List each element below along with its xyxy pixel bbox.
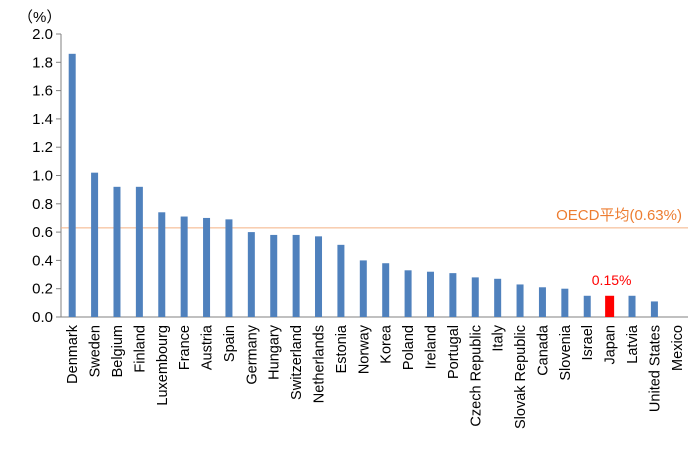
x-category-label: Latvia (625, 324, 641, 364)
bar-poland (404, 270, 412, 317)
bars-group (68, 53, 658, 318)
bar-belgium (113, 186, 121, 317)
x-category-label: Germany (244, 324, 260, 384)
bar-slovenia (561, 288, 569, 317)
x-category-label: United States (647, 325, 663, 412)
bar-canada (538, 287, 546, 317)
x-category-label: Portugal (446, 325, 462, 379)
x-category-label: Netherlands (312, 325, 328, 403)
bar-korea (382, 263, 390, 317)
bar-japan (605, 295, 615, 317)
bar-ireland (426, 271, 434, 317)
bar-italy (494, 278, 502, 317)
x-category-label: France (177, 325, 193, 370)
x-category-label: Denmark (65, 324, 81, 384)
x-category-label: Luxembourg (155, 325, 171, 406)
japan-value-label: 0.15% (592, 272, 632, 288)
y-tick-label: 2.0 (32, 26, 53, 43)
y-tick-label: 0.4 (32, 252, 53, 269)
bar-united-states (650, 301, 658, 317)
bar-germany (247, 232, 255, 317)
y-tick-label: 0.6 (32, 224, 53, 241)
x-category-label: Switzerland (289, 325, 305, 400)
y-tick-label: 1.8 (32, 54, 53, 71)
x-category-label: Italy (491, 324, 507, 351)
bar-estonia (337, 244, 345, 317)
bar-slovak-republic (516, 284, 524, 317)
x-category-label: Korea (379, 324, 395, 364)
unit-label: （%） (18, 9, 61, 26)
bar-spain (225, 219, 233, 317)
x-category-label: Spain (222, 325, 238, 362)
x-category-label: Slovenia (558, 324, 574, 381)
x-category-label: Estonia (334, 324, 350, 373)
bar-portugal (449, 273, 457, 317)
x-category-label: Austria (200, 324, 216, 370)
x-category-label: Mexico (670, 325, 686, 371)
bar-sweden (91, 172, 99, 317)
bar-finland (135, 186, 143, 317)
x-category-label: Finland (132, 325, 148, 373)
y-tick-label: 1.4 (32, 111, 53, 128)
y-tick-label: 1.2 (32, 139, 53, 156)
bar-austria (203, 217, 211, 317)
x-category-label: Japan (603, 325, 619, 365)
x-category-label: Poland (401, 325, 417, 370)
x-category-label: Belgium (110, 325, 126, 377)
bar-denmark (68, 53, 76, 318)
x-category-label: Sweden (88, 325, 104, 377)
bar-israel (583, 295, 591, 317)
bar-hungary (270, 234, 278, 317)
bar-norway (359, 260, 367, 317)
oecd-average-label: OECD平均(0.63%) (556, 207, 682, 224)
x-category-label: Slovak Republic (513, 325, 529, 429)
bar-latvia (628, 295, 636, 317)
y-tick-label: 1.6 (32, 83, 53, 100)
bar-czech-republic (471, 277, 479, 317)
x-category-label: Hungary (267, 324, 283, 380)
x-axis-category-labels: Denmark Sweden Belgium Finland Luxembourg Fra… (65, 324, 686, 429)
x-category-label: Czech Republic (468, 325, 484, 427)
x-category-label: Ireland (423, 325, 439, 369)
bar-france (180, 216, 188, 317)
y-tick-label: 0.2 (32, 281, 53, 298)
y-tick-label: 0.0 (32, 309, 53, 326)
y-tick-label: 1.0 (32, 168, 53, 185)
bar-netherlands (315, 236, 323, 317)
x-category-label: Canada (535, 324, 551, 376)
bar-switzerland (292, 234, 300, 317)
x-category-label: Israel (580, 325, 596, 360)
x-category-label: Norway (356, 324, 372, 374)
y-axis-ticks: 0.0 0.2 0.4 0.6 0.8 1.0 1.2 1.4 1.6 1.8 2.0 (32, 26, 61, 326)
y-tick-label: 0.8 (32, 196, 53, 213)
bar-luxembourg (158, 212, 166, 317)
